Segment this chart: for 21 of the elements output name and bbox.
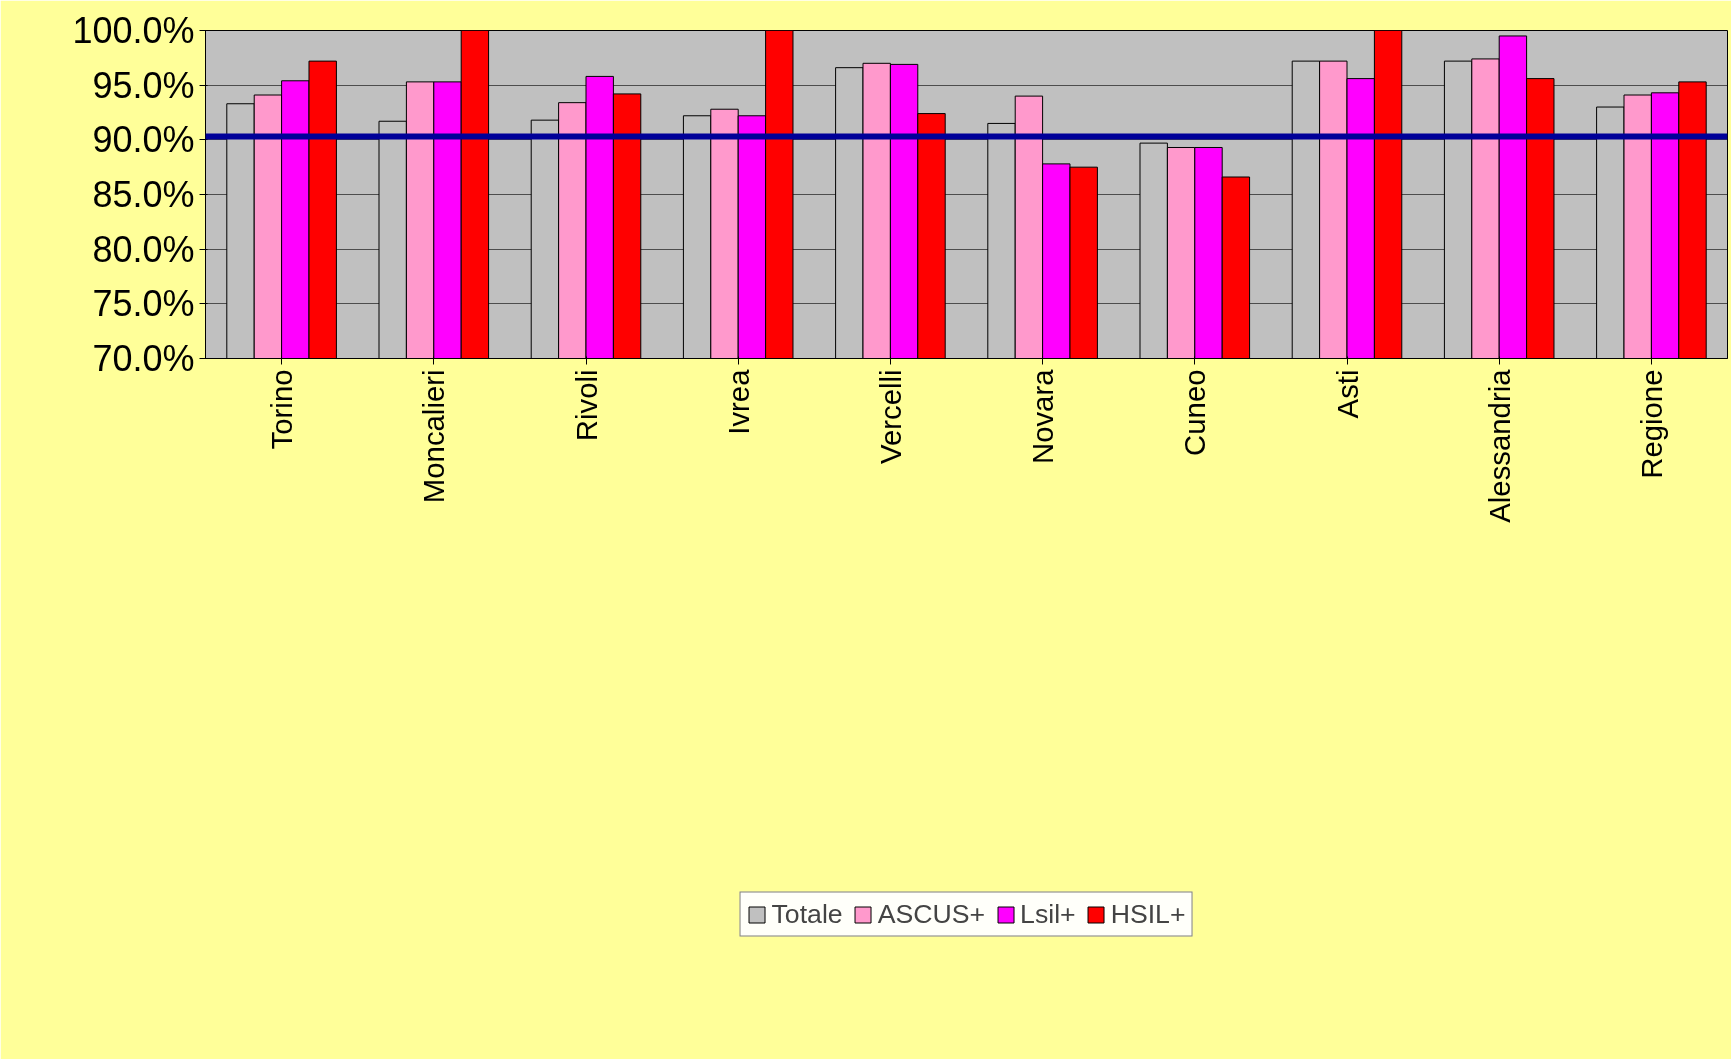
x-tick-label: Regione — [1634, 369, 1668, 479]
legend-label: ASCUS+ — [877, 898, 986, 930]
x-tick-label: Ivrea — [721, 368, 755, 435]
x-tick-label: Vercelli — [873, 369, 907, 465]
legend-label: Totale — [771, 898, 843, 930]
y-tick-label: 75.0% — [92, 283, 195, 325]
x-tick-label: Moncalieri — [417, 369, 451, 504]
y-tick-label: 95.0% — [92, 64, 195, 106]
legend-label: Lsil+ — [1020, 898, 1076, 930]
y-tick-label: 85.0% — [92, 174, 195, 215]
x-tick-label: Rivoli — [569, 369, 603, 442]
x-tick-label: Cuneo — [1178, 369, 1212, 456]
y-tick-label: 70.0% — [92, 338, 195, 379]
x-tick-label: Alessandria — [1482, 368, 1516, 523]
x-tick-label: Novara — [1026, 368, 1060, 465]
x-tick-label: Asti — [1330, 369, 1364, 419]
legend-label: HSIL+ — [1110, 898, 1186, 930]
y-tick-label: 90.0% — [92, 119, 195, 161]
y-tick-label: 80.0% — [92, 228, 195, 270]
x-tick-label: Torino — [265, 369, 299, 450]
y-tick-label: 100.0% — [72, 10, 195, 51]
